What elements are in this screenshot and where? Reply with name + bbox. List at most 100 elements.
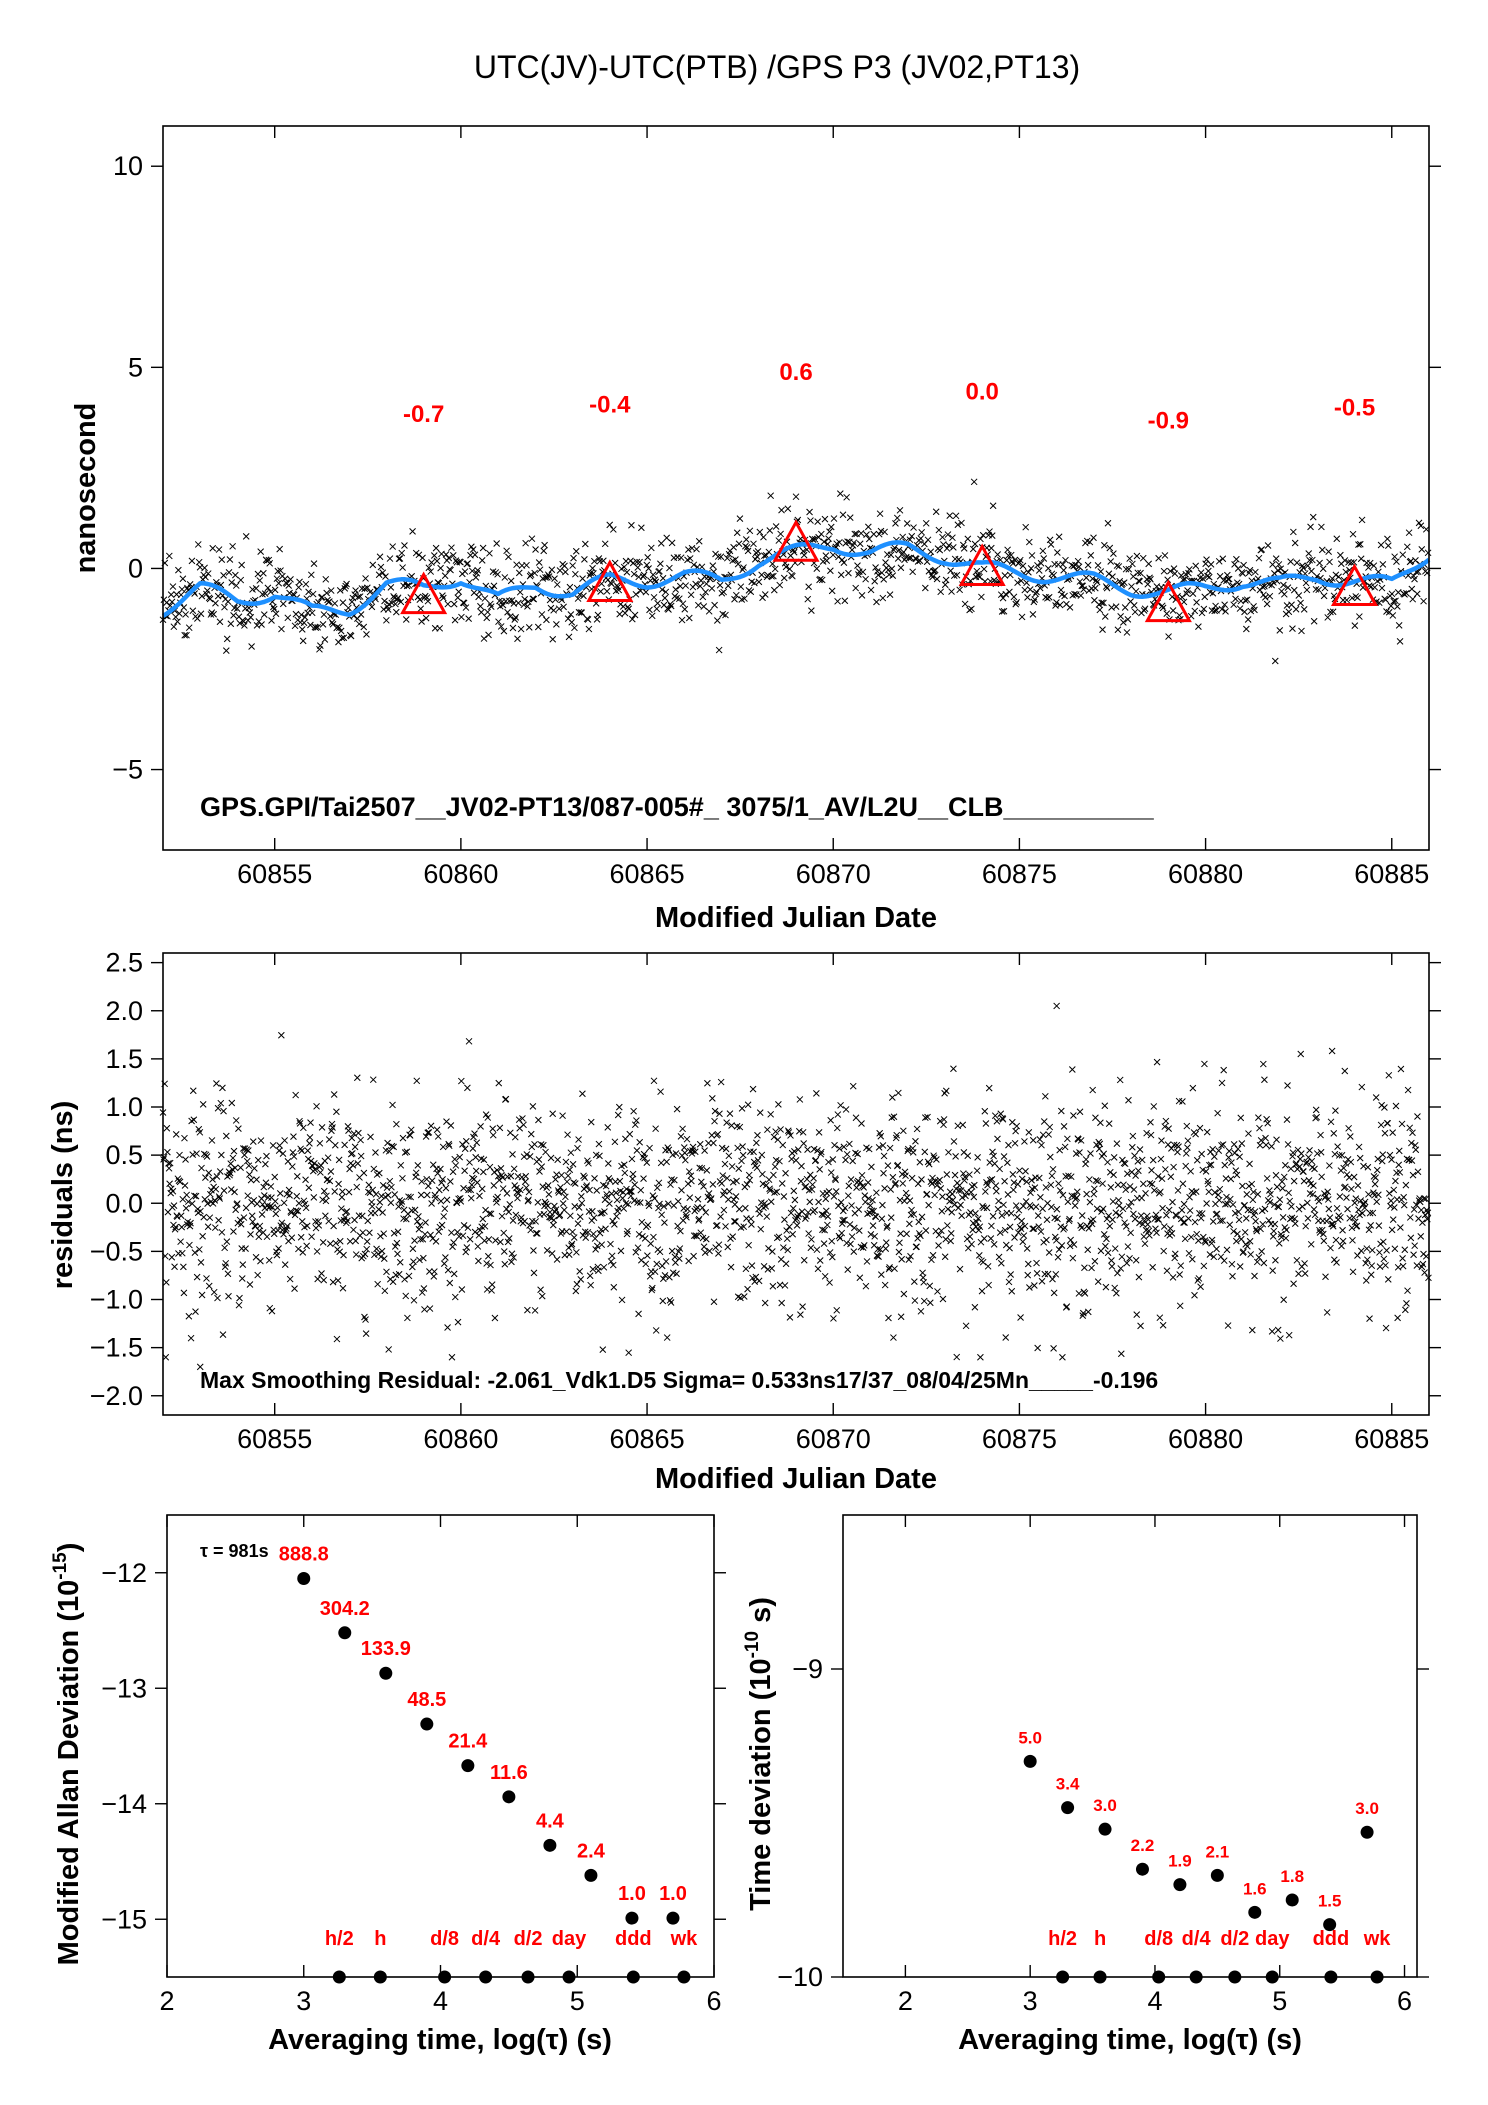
raw-point [527,571,535,579]
raw-point [228,579,236,586]
residual-point [1346,1133,1354,1140]
residual-point [1200,1262,1208,1270]
residual-point [363,1245,371,1253]
residual-point [298,1147,306,1155]
raw-point [1039,547,1047,555]
residual-point [1384,1275,1392,1283]
time-marker-label: ddd [615,1928,652,1950]
residual-point [850,1248,858,1255]
residual-point [222,1132,230,1140]
raw-point [867,586,875,594]
residual-point [1011,1139,1019,1147]
data-point [1285,1893,1299,1907]
residual-point [683,1135,691,1143]
raw-point [1420,597,1427,605]
time-marker-label: d/4 [471,1928,501,1950]
residual-point [1040,1118,1048,1125]
residual-point [878,1215,886,1223]
residual-point [1231,1149,1239,1157]
raw-point [1107,558,1115,565]
time-marker-label: ddd [1313,1928,1350,1950]
residual-point [562,1158,570,1166]
raw-point [690,561,698,569]
residual-point [231,1164,239,1172]
residual-point [437,1197,445,1205]
residual-point [943,1171,951,1178]
residual-point [1125,1096,1132,1104]
raw-point [821,515,829,523]
residual-point [473,1139,481,1147]
residual-point [902,1189,910,1197]
raw-point [340,634,348,642]
residual-point [1238,1140,1246,1147]
residual-point [489,1125,497,1133]
raw-point [298,625,306,633]
residual-point [696,1140,704,1148]
residual-point [478,1185,486,1193]
tdev-panel: 5.03.43.02.21.9 2.11.61.81.53.0 h/2 h d/8 d/… [742,1514,1429,2056]
y-tick-label: −0.5 [90,1236,143,1266]
raw-point [886,591,894,598]
residual-point [547,1154,555,1162]
raw-point [805,583,813,591]
residual-point [921,1148,929,1156]
residual-point [1030,1225,1038,1232]
residual-point [1159,1204,1166,1212]
residual-point [1330,1130,1338,1137]
residual-point [863,1258,871,1265]
raw-point [194,541,202,548]
residual-point [590,1230,597,1238]
residual-point [181,1182,189,1189]
raw-point [568,618,576,626]
residual-point [896,1196,904,1204]
residual-point [485,1236,493,1243]
residual-point [1137,1212,1145,1220]
residual-point [275,1245,282,1252]
residual-point [652,1327,660,1334]
raw-point [261,590,269,598]
residual-point [608,1252,616,1260]
residual-point [566,1212,574,1220]
time-marker-label: day [1255,1928,1290,1950]
raw-point [918,528,926,536]
residual-point [873,1189,880,1197]
residual-point [1388,1156,1395,1164]
raw-point [392,608,400,616]
raw-point [169,583,177,590]
tick-layer: 60855 60860 60865 60870 60875 60880 60885−5051… [112,126,1441,889]
residual-point [208,1137,216,1144]
raw-point [509,624,517,632]
residual-point [1018,1217,1026,1225]
raw-point [713,617,721,624]
residual-point [460,1184,467,1192]
residual-point [384,1191,392,1199]
residual-point [1160,1247,1168,1255]
raw-point [692,580,699,588]
residual-point [1104,1158,1111,1166]
raw-point [319,621,327,628]
raw-point [851,530,859,538]
raw-point [937,588,945,596]
raw-point [921,584,929,592]
raw-point [398,549,406,557]
raw-point [685,546,692,553]
raw-point [820,538,828,546]
residual-point [937,1185,945,1192]
raw-point [958,519,965,527]
residual-point [1395,1161,1403,1169]
raw-point [1396,638,1404,645]
residual-point [218,1228,226,1236]
residual-point [844,1266,852,1273]
raw-point [784,505,792,513]
residual-point [1310,1206,1318,1213]
residual-point [772,1128,779,1135]
residual-point [293,1192,301,1200]
residual-point [717,1213,724,1220]
raw-point [1308,567,1315,575]
residual-point [1348,1185,1355,1193]
residual-point [846,1140,853,1148]
residual-point [246,1171,253,1178]
residual-point [535,1156,543,1163]
residual-point [235,1301,243,1309]
residual-point [444,1324,451,1331]
